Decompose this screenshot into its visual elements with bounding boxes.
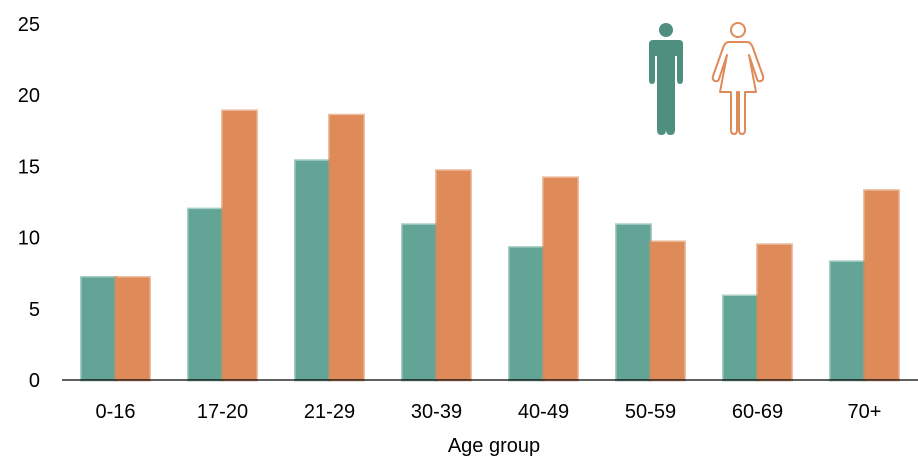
- bar-female-70+: [863, 189, 900, 382]
- x-axis-title: Age group: [448, 435, 540, 456]
- y-tick-label: 5: [29, 299, 40, 321]
- bar-male-40-49: [508, 246, 545, 382]
- bar-male-70+: [829, 260, 866, 382]
- bar-female-0-16: [114, 275, 151, 382]
- x-tick-label: 60-69: [732, 401, 783, 423]
- x-tick-label: 50-59: [625, 401, 676, 423]
- y-tick-label: 15: [18, 156, 40, 178]
- bar-female-30-39: [435, 169, 472, 382]
- bar-female-21-29: [328, 113, 365, 382]
- y-tick-label: 0: [29, 370, 40, 392]
- male-figure-icon: [649, 23, 683, 135]
- bar-male-21-29: [294, 159, 331, 382]
- bar-female-50-59: [649, 240, 686, 382]
- y-tick-label: 20: [18, 85, 40, 107]
- bar-male-0-16: [80, 275, 117, 382]
- bar-female-40-49: [542, 176, 579, 382]
- bar-male-17-20: [187, 207, 224, 382]
- female-figure-icon: [711, 22, 765, 135]
- bar-female-17-20: [221, 109, 258, 382]
- x-tick-label: 17-20: [197, 401, 248, 423]
- bars-layer: [80, 109, 900, 382]
- y-tick-label: 25: [18, 14, 40, 36]
- bar-male-60-69: [722, 294, 759, 382]
- x-tick-labels: 0-16 17-20 21-29 30-39 40-49 50-59 60-69 70+: [95, 401, 881, 423]
- y-tick-label: 10: [18, 228, 40, 250]
- bar-male-30-39: [401, 223, 438, 382]
- x-tick-label: 70+: [848, 401, 882, 423]
- x-tick-label: 40-49: [518, 401, 569, 423]
- bar-male-50-59: [615, 223, 652, 382]
- y-tick-labels: 0 5 10 15 20 25: [18, 14, 40, 392]
- bar-female-60-69: [756, 243, 793, 382]
- x-tick-label: 30-39: [411, 401, 462, 423]
- x-tick-label: 0-16: [95, 401, 135, 423]
- x-tick-label: 21-29: [304, 401, 355, 423]
